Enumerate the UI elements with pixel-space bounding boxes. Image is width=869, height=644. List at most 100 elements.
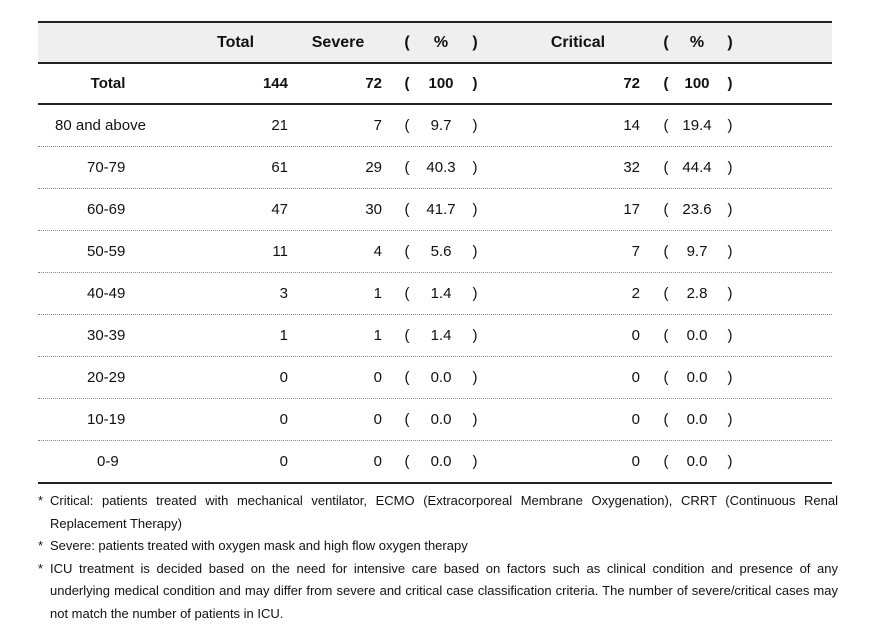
row-total: 47 <box>271 201 288 218</box>
row-critical: 17 <box>623 201 640 218</box>
row-critical-close-paren: ) <box>727 327 733 344</box>
row-critical-open-paren: ( <box>663 117 669 134</box>
row-severe: 1 <box>373 327 382 344</box>
row-critical-pct: 0.0 <box>686 411 708 428</box>
header-severe-close-paren: ) <box>472 33 478 51</box>
row-critical: 2 <box>631 285 640 302</box>
table-row: 40-49 3 1 (1.4) 2 (2.8) <box>38 273 832 315</box>
table-body: 80 and above 21 7(9.7) 14(19.4) 70-79 61 29(40… <box>38 105 832 484</box>
footnote-critical: * Critical: patients treated with mechan… <box>38 490 838 535</box>
row-age-label: 20-29 <box>87 369 126 386</box>
table-row: 10-19 0 0 (0.0) 0 (0.0) <box>38 399 832 441</box>
row-critical-pct: 44.4 <box>682 159 712 176</box>
row-critical-open-paren: ( <box>663 285 669 302</box>
row-age-label: 30-39 <box>87 327 126 344</box>
row-severe-open-paren: ( <box>404 159 410 176</box>
row-total: 0 <box>279 411 288 428</box>
row-critical: 0 <box>631 369 640 386</box>
footnote-text: Severe: patients treated with oxygen mas… <box>50 538 468 553</box>
total-row-label: Total <box>90 75 126 92</box>
row-critical-open-paren: ( <box>663 453 669 470</box>
row-severe-pct: 1.4 <box>430 327 452 344</box>
total-row-critical-pct: 100 <box>684 75 710 92</box>
row-critical-close-paren: ) <box>727 369 733 386</box>
table-row: 20-29 0 0 (0.0) 0 (0.0) <box>38 357 832 399</box>
row-severe: 0 <box>373 411 382 428</box>
row-severe-close-paren: ) <box>472 243 478 260</box>
row-severe-pct: 0.0 <box>430 369 452 386</box>
row-severe-open-paren: ( <box>404 117 410 134</box>
row-total: 61 <box>271 159 288 176</box>
row-severe: 1 <box>373 285 382 302</box>
row-severe-open-paren: ( <box>404 285 410 302</box>
table-row: 0-9 0 0 (0.0) 0 (0.0) <box>38 441 832 484</box>
row-critical-open-paren: ( <box>663 369 669 386</box>
row-age-label: 0-9 <box>97 453 119 470</box>
total-row-critical-close-paren: ) <box>727 75 733 92</box>
row-severe: 0 <box>373 369 382 386</box>
row-total: 11 <box>272 243 288 260</box>
row-severe-open-paren: ( <box>404 411 410 428</box>
row-critical-open-paren: ( <box>663 159 669 176</box>
row-total: 0 <box>279 453 288 470</box>
row-age-label: 80 and above <box>55 117 146 134</box>
row-severe: 4 <box>373 243 382 260</box>
row-severe-pct: 5.6 <box>430 243 452 260</box>
age-severity-table: Total Severe ( % ) Critical ( % ) Total … <box>38 21 832 484</box>
row-age-label: 10-19 <box>87 411 126 428</box>
row-severe-open-paren: ( <box>404 369 410 386</box>
row-severe-pct: 1.4 <box>430 285 452 302</box>
row-severe: 7 <box>373 117 382 134</box>
table-row: 50-59 11 4 (5.6) 7 (9.7) <box>38 231 832 273</box>
row-severe-close-paren: ) <box>472 411 478 428</box>
row-severe-close-paren: ) <box>472 159 478 176</box>
header-total: Total <box>216 33 255 51</box>
row-severe-pct: 0.0 <box>430 411 452 428</box>
row-severe: 29 <box>365 159 382 176</box>
row-total: 3 <box>279 285 288 302</box>
footnote-icu: * ICU treatment is decided based on the … <box>38 558 838 626</box>
row-critical-pct: 9.7 <box>686 243 708 260</box>
row-total: 0 <box>279 369 288 386</box>
row-critical: 14 <box>623 117 640 134</box>
footnote-severe: * Severe: patients treated with oxygen m… <box>38 535 838 558</box>
row-critical: 0 <box>631 453 640 470</box>
row-critical-pct: 0.0 <box>686 369 708 386</box>
row-critical-open-paren: ( <box>663 411 669 428</box>
header-critical-close-paren: ) <box>727 33 733 51</box>
row-severe: 0 <box>373 453 382 470</box>
row-total: 1 <box>279 327 288 344</box>
total-row-severe-open-paren: ( <box>404 75 410 92</box>
row-severe-pct: 41.7 <box>426 201 456 218</box>
row-critical-pct: 23.6 <box>682 201 712 218</box>
row-critical-pct: 2.8 <box>686 285 708 302</box>
row-critical-close-paren: ) <box>727 411 733 428</box>
footnotes: * Critical: patients treated with mechan… <box>38 490 838 625</box>
row-critical: 0 <box>631 411 640 428</box>
table-total-row: Total 144 72 ( 100 ) 72 ( 100 ) <box>38 64 832 105</box>
row-critical-pct: 0.0 <box>686 327 708 344</box>
row-severe-pct: 40.3 <box>426 159 456 176</box>
row-critical-open-paren: ( <box>663 201 669 218</box>
row-severe-open-paren: ( <box>404 327 410 344</box>
row-severe-close-paren: ) <box>472 327 478 344</box>
row-age-label: 70-79 <box>87 159 126 176</box>
total-row-critical: 72 <box>623 75 640 92</box>
row-critical-open-paren: ( <box>663 327 669 344</box>
table-row: 70-79 61 29 (40.3) 32 (44.4) <box>38 147 832 189</box>
total-row-total: 144 <box>262 75 288 92</box>
row-severe-close-paren: ) <box>472 453 478 470</box>
row-critical: 0 <box>631 327 640 344</box>
row-age-label: 40-49 <box>87 285 126 302</box>
row-critical-close-paren: ) <box>727 201 733 218</box>
header-severe: Severe <box>311 33 365 51</box>
table-row: 80 and above 21 7 (9.7) 14 (19.4) <box>38 105 832 147</box>
table-row: 30-39 1 1 (1.4) 0 (0.0) <box>38 315 832 357</box>
header-critical-open-paren: ( <box>663 33 669 51</box>
row-total: 21 <box>271 117 288 134</box>
row-severe-close-paren: ) <box>472 117 478 134</box>
table-row: 60-69 47 30 (41.7) 17 (23.6) <box>38 189 832 231</box>
row-severe-pct: 9.7 <box>430 117 452 134</box>
row-severe-close-paren: ) <box>472 285 478 302</box>
footnote-bullet: * <box>38 493 44 508</box>
